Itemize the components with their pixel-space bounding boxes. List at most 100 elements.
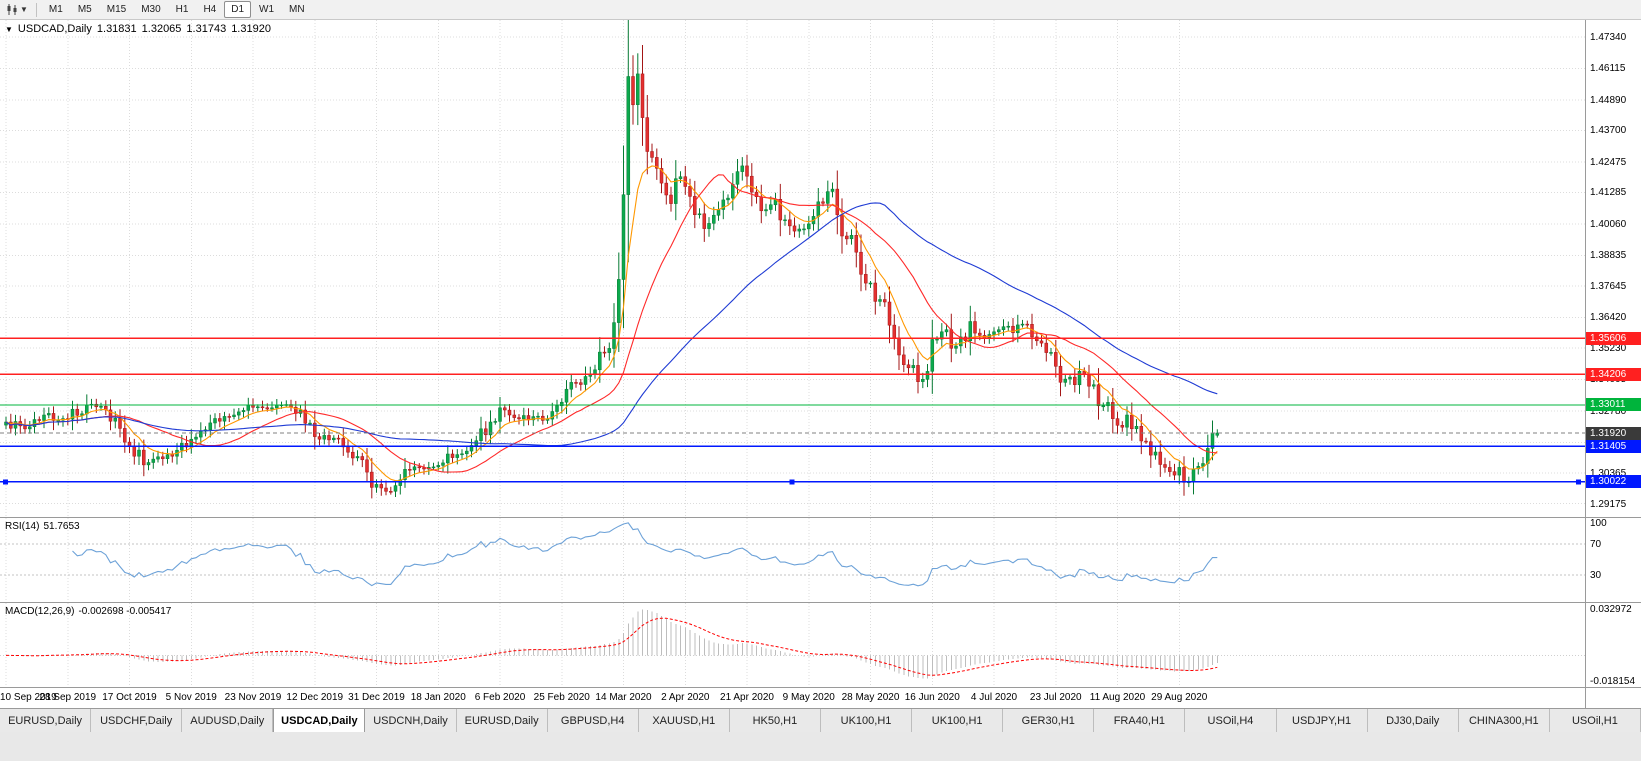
- symbol-timeframe-label: USDCAD,Daily: [17, 23, 92, 35]
- timeframe-button-H4[interactable]: H4: [203, 4, 217, 15]
- chart-tab-hk50-h1[interactable]: HK50,H1: [729, 709, 821, 732]
- timeframe-button-W1[interactable]: W1: [259, 4, 275, 15]
- ohlc-low: 1.31743: [186, 23, 227, 35]
- rsi-line: [72, 522, 1218, 587]
- date-label: 18 Jan 2020: [410, 692, 466, 703]
- toolbar-separator: [35, 2, 37, 17]
- candlestick-chart-icon[interactable]: [6, 3, 19, 16]
- timeframe-buttons: M1 M5 M15 M30 H1 H4 D1 W1 MN: [42, 1, 312, 18]
- chart-tab-usdchf-daily[interactable]: USDCHF,Daily: [91, 709, 183, 732]
- chart-tab-xauusd-h1[interactable]: XAUUSD,H1: [638, 709, 730, 732]
- ohlc-open: 1.31831: [96, 23, 137, 35]
- timeframe-button-M15[interactable]: M15: [106, 4, 127, 15]
- price-axis-label: 1.47340: [1590, 31, 1627, 43]
- macd-axis-max-label: 0.032972: [1590, 604, 1632, 615]
- date-label: 2 Apr 2020: [661, 692, 710, 703]
- chart-tab-usdcad-daily[interactable]: USDCAD,Daily: [273, 709, 366, 732]
- symbol-dropdown-icon[interactable]: ▼: [5, 25, 13, 34]
- price-axis-label: 1.44890: [1590, 94, 1627, 106]
- macd-values: -0.002698 -0.005417: [78, 606, 172, 617]
- timeframe-button-M1[interactable]: M1: [48, 4, 63, 15]
- chart-tabs-bar: EURUSD,Daily USDCHF,Daily AUDUSD,Daily USDC…: [0, 708, 1641, 732]
- price-chart-panel[interactable]: ▼ USDCAD,Daily 1.31831 1.32065 1.31743 1.3192…: [0, 20, 1641, 517]
- timeframe-toolbar: ▼ M1 M5 M15 M30 H1 H4 D1 W1 MN: [0, 0, 1641, 20]
- date-label: 21 Apr 2020: [720, 692, 774, 703]
- chart-tab-usdjpy-h1[interactable]: USDJPY,H1: [1276, 709, 1368, 732]
- date-label: 28 Sep 2019: [39, 692, 97, 703]
- timeframe-button-MN[interactable]: MN: [289, 4, 305, 15]
- price-axis-label: 1.37645: [1590, 280, 1627, 292]
- chart-tab-ger30-h1[interactable]: GER30,H1: [1003, 709, 1095, 732]
- chart-tab-audusd-daily[interactable]: AUDUSD,Daily: [182, 709, 274, 732]
- chart-tab-eurusd-daily[interactable]: EURUSD,Daily: [456, 709, 548, 732]
- horizontal-level-lines[interactable]: [0, 337, 1585, 485]
- macd-signal-line: [6, 617, 1218, 676]
- chart-tab-china300-h1[interactable]: CHINA300,H1: [1458, 709, 1550, 732]
- rsi-grid: [0, 518, 1585, 602]
- chart-tab-uk100-h1[interactable]: UK100,H1: [912, 709, 1004, 732]
- date-label: 14 Mar 2020: [595, 692, 652, 703]
- chart-tab-uk100-h1[interactable]: UK100,H1: [820, 709, 913, 732]
- macd-grid: [0, 603, 1585, 687]
- timeframe-button-M30[interactable]: M30: [141, 4, 161, 15]
- chart-tab-dj30-daily[interactable]: DJ30,Daily: [1367, 709, 1459, 732]
- date-label: 11 Aug 2020: [1089, 692, 1146, 703]
- chart-tab-usdcnh-daily[interactable]: USDCNH,Daily: [365, 709, 457, 732]
- date-label: 31 Dec 2019: [348, 692, 405, 703]
- chart-tab-eurusd-daily[interactable]: EURUSD,Daily: [0, 709, 92, 732]
- price-axis[interactable]: 1.47340 1.46115 1.44890 1.43700 1.42475 1.412…: [1585, 20, 1641, 517]
- date-label: 29 Aug 2020: [1151, 692, 1208, 703]
- timeframe-button-H1[interactable]: H1: [175, 4, 189, 15]
- date-label: 9 May 2020: [782, 692, 835, 703]
- rsi-panel[interactable]: RSI(14) 51.7653 100 70 30: [0, 517, 1641, 602]
- axis-corner-divider: [1585, 688, 1586, 708]
- macd-plot: [0, 603, 1585, 687]
- chart-tab-fra40-h1[interactable]: FRA40,H1: [1094, 709, 1186, 732]
- date-label: 23 Nov 2019: [224, 692, 282, 703]
- date-label: 5 Nov 2019: [165, 692, 217, 703]
- macd-label: MACD(12,26,9) -0.002698 -0.005417: [5, 606, 175, 617]
- rsi-value: 51.7653: [43, 521, 80, 532]
- date-label: 17 Oct 2019: [102, 692, 157, 703]
- macd-axis[interactable]: 0.032972 -0.018154: [1585, 603, 1641, 687]
- price-grid: [0, 20, 1585, 517]
- chart-tab-usoil-h1[interactable]: USOil,H1: [1549, 709, 1641, 732]
- price-axis-label: 1.43700: [1590, 125, 1627, 137]
- date-label: 25 Feb 2020: [533, 692, 590, 703]
- macd-panel[interactable]: MACD(12,26,9) -0.002698 -0.005417 0.03297…: [0, 602, 1641, 687]
- price-axis-label: 1.41285: [1590, 187, 1627, 199]
- ohlc-high: 1.32065: [141, 23, 182, 35]
- timeframe-button-D1[interactable]: D1: [224, 1, 252, 18]
- chart-tab-gbpusd-h4[interactable]: GBPUSD,H4: [547, 709, 639, 732]
- price-axis-label: 1.38835: [1590, 250, 1627, 262]
- time-axis[interactable]: 10 Sep 2019 28 Sep 2019 17 Oct 2019 5 Nov 2…: [0, 687, 1641, 708]
- candlestick-chart[interactable]: [0, 20, 1585, 517]
- chevron-down-icon[interactable]: ▼: [20, 5, 28, 14]
- price-level-tag-1.33011: 1.33011: [1586, 398, 1641, 412]
- date-label: 16 Jun 2020: [904, 692, 960, 703]
- date-label: 4 Jul 2020: [970, 692, 1018, 703]
- rsi-plot: [0, 518, 1585, 602]
- price-axis-label: 1.35230: [1590, 342, 1627, 354]
- rsi-label: RSI(14) 51.7653: [5, 521, 84, 532]
- price-level-tag-1.31405: 1.31405: [1586, 439, 1641, 453]
- window-footer: [0, 732, 1641, 761]
- rsi-name: RSI(14): [5, 521, 40, 532]
- moving-averages: [5, 165, 1218, 482]
- macd-name: MACD(12,26,9): [5, 606, 75, 617]
- date-label: 12 Dec 2019: [286, 692, 344, 703]
- timeframe-button-M5[interactable]: M5: [77, 4, 92, 15]
- rsi-axis[interactable]: 100 70 30: [1585, 518, 1641, 602]
- price-axis-label: 1.46115: [1590, 63, 1626, 75]
- chart-tab-usoil-h4[interactable]: USOil,H4: [1185, 709, 1277, 732]
- date-label: 6 Feb 2020: [474, 692, 526, 703]
- rsi-axis-label: 70: [1590, 539, 1602, 551]
- candles: [4, 20, 1220, 499]
- price-level-tag-1.35606: 1.35606: [1586, 331, 1641, 345]
- price-level-tag-1.34206: 1.34206: [1586, 367, 1641, 381]
- price-axis-label: 1.36420: [1590, 312, 1627, 324]
- date-label: 28 May 2020: [841, 692, 900, 703]
- date-label: 10 Sep 2019: [0, 692, 57, 703]
- price-axis-label: 1.29175: [1590, 498, 1627, 510]
